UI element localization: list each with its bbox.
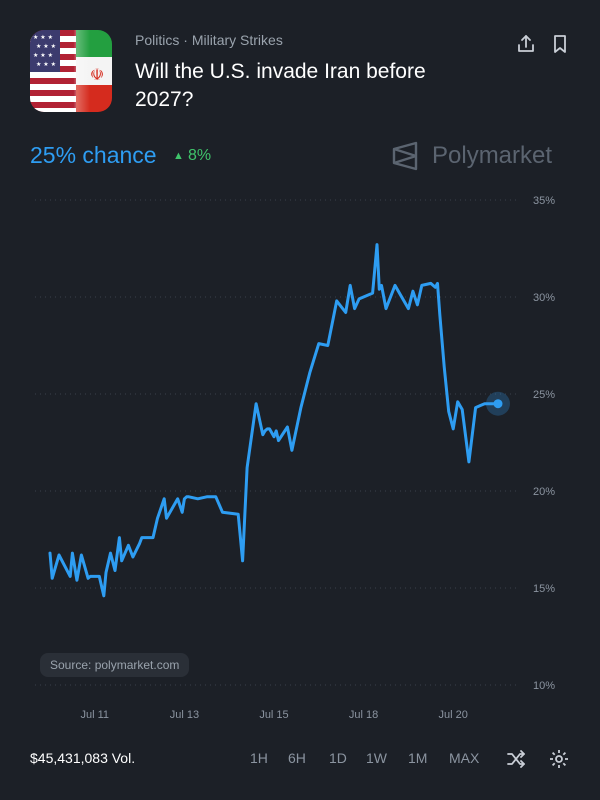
chance-delta-value: 8% bbox=[187, 146, 212, 164]
x-tick-label: Jul 13 bbox=[170, 709, 199, 721]
volume-label: $45,431,083 Vol. bbox=[30, 750, 136, 766]
polymarket-wordmark: Polymarket bbox=[432, 142, 553, 169]
range-1h-button[interactable]: 1H bbox=[250, 750, 268, 766]
x-tick-label: Jul 15 bbox=[259, 709, 288, 721]
x-tick-label: Jul 18 bbox=[349, 709, 378, 721]
market-title: Will the U.S. invade Iran before 2027? bbox=[135, 60, 426, 111]
last-point-marker bbox=[493, 399, 503, 409]
shuffle-icon[interactable] bbox=[505, 748, 527, 770]
y-tick-label: 35% bbox=[533, 195, 555, 207]
svg-text:★ ★ ★: ★ ★ ★ bbox=[33, 52, 53, 59]
range-1m-button[interactable]: 1M bbox=[408, 750, 428, 766]
svg-text:★ ★ ★: ★ ★ ★ bbox=[33, 34, 53, 41]
breadcrumb-military-strikes[interactable]: Military Strikes bbox=[191, 32, 283, 48]
share-icon[interactable] bbox=[515, 33, 537, 55]
x-tick-label: Jul 11 bbox=[81, 709, 110, 721]
us-iran-flag-icon[interactable]: ☫ ★ ★ ★ ★ ★ ★ ★ ★ ★ ★ ★ ★ bbox=[30, 30, 112, 112]
chance-value: 25% chance bbox=[30, 142, 157, 168]
source-badge: Source: polymarket.com bbox=[40, 653, 190, 677]
y-tick-label: 25% bbox=[533, 389, 555, 401]
y-tick-label: 15% bbox=[533, 583, 555, 595]
y-tick-label: 10% bbox=[533, 680, 555, 692]
gear-icon[interactable] bbox=[548, 748, 570, 770]
chart-footer: $45,431,083 Vol. 1H 6H 1D 1W 1M MAX bbox=[0, 740, 600, 780]
polymarket-logo-icon bbox=[390, 140, 422, 177]
svg-text:★ ★ ★: ★ ★ ★ bbox=[36, 61, 56, 68]
chance-summary: 25% chance ▲ 8% bbox=[30, 142, 211, 172]
svg-text:★ ★ ★: ★ ★ ★ bbox=[36, 43, 56, 50]
range-1w-button[interactable]: 1W bbox=[366, 750, 387, 766]
y-tick-label: 20% bbox=[533, 486, 555, 498]
market-header: ☫ ★ ★ ★ ★ ★ ★ ★ ★ ★ ★ ★ ★ Politics · Mil… bbox=[0, 0, 600, 130]
breadcrumb-separator: · bbox=[183, 32, 188, 48]
chance-delta: ▲ 8% bbox=[173, 147, 211, 165]
breadcrumb: Politics · Military Strikes bbox=[135, 32, 283, 48]
arrow-up-icon: ▲ bbox=[173, 149, 184, 162]
x-tick-label: Jul 20 bbox=[439, 709, 468, 721]
breadcrumb-politics[interactable]: Politics bbox=[135, 32, 180, 48]
y-tick-label: 30% bbox=[533, 292, 555, 304]
price-chart[interactable]: 10% 15% 20% 25% 30% 35% Jul 11 Jul 13 Jul 15 Jul … bbox=[0, 185, 600, 730]
range-6h-button[interactable]: 6H bbox=[288, 750, 306, 766]
svg-text:☫: ☫ bbox=[90, 65, 104, 84]
range-max-button[interactable]: MAX bbox=[449, 750, 480, 766]
series-line bbox=[48, 243, 500, 598]
bookmark-icon[interactable] bbox=[549, 33, 571, 55]
range-1d-button[interactable]: 1D bbox=[329, 750, 347, 766]
